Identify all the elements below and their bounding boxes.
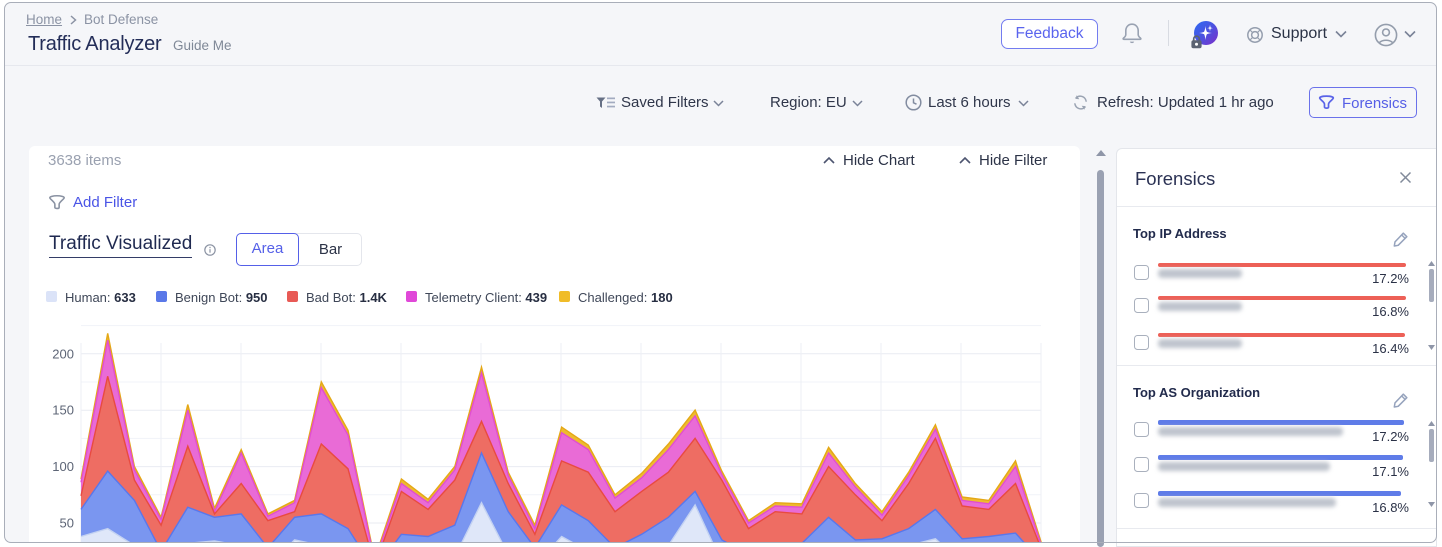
svg-text:150: 150 (52, 403, 74, 418)
svg-text:100: 100 (52, 459, 74, 474)
svg-text:200: 200 (52, 346, 74, 361)
svg-text:50: 50 (60, 516, 74, 531)
